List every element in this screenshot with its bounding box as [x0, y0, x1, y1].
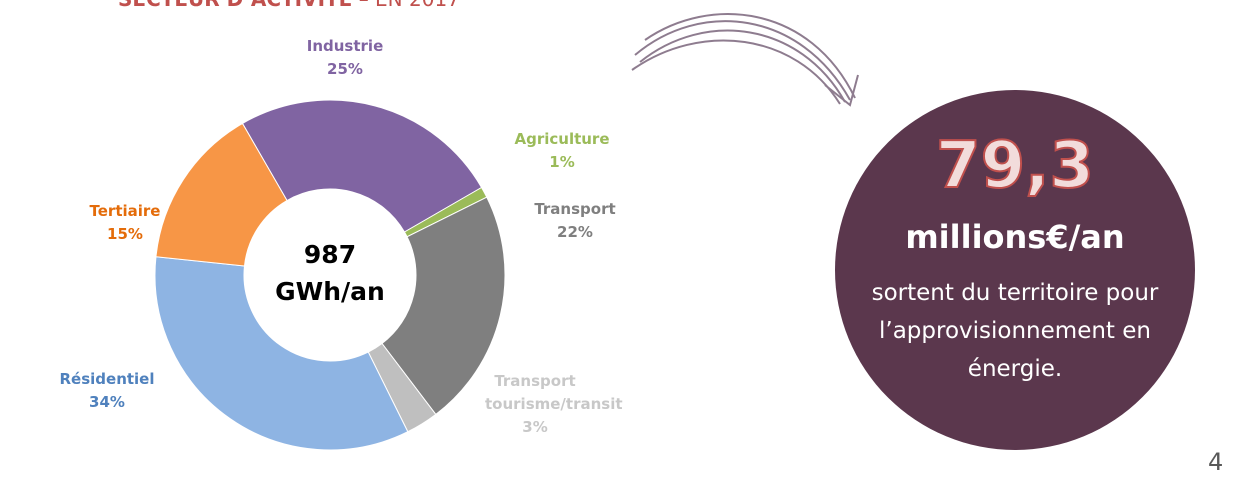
value-label: 34%	[47, 391, 167, 414]
arrow	[632, 14, 858, 105]
category-name: Transport tourisme/transit	[485, 370, 585, 416]
callout-unit: millions€/an	[905, 218, 1124, 256]
slide: 79,3 millions€/an 987 GWh/an SECTEUR D’A…	[0, 0, 1242, 494]
callout-text: sortent du territoire pour l’approvision…	[850, 274, 1180, 388]
donut	[155, 100, 505, 450]
value-label: 25%	[285, 58, 405, 81]
value-label: 15%	[65, 223, 185, 246]
center-unit: GWh/an	[275, 277, 385, 306]
value-label: 3%	[485, 416, 585, 439]
title: SECTEUR D’ACTIVITE – EN 2017	[118, 0, 460, 11]
page-number: 4	[1208, 448, 1223, 476]
category-name: Résidentiel	[47, 368, 167, 391]
title-main: SECTEUR D’ACTIVITE	[118, 0, 352, 11]
category-name: Agriculture	[502, 128, 622, 151]
chart: 79,3 millions€/an 987 GWh/an	[0, 0, 1242, 494]
title-sub: – EN 2017	[359, 0, 460, 11]
category-name: Transport	[515, 198, 635, 221]
value-label: 22%	[515, 221, 635, 244]
callout-value: 79,3	[936, 129, 1094, 203]
value-label: 1%	[502, 151, 622, 174]
category-name: Tertiaire	[65, 200, 185, 223]
center-value: 987	[304, 240, 356, 269]
category-name: Industrie	[285, 35, 405, 58]
